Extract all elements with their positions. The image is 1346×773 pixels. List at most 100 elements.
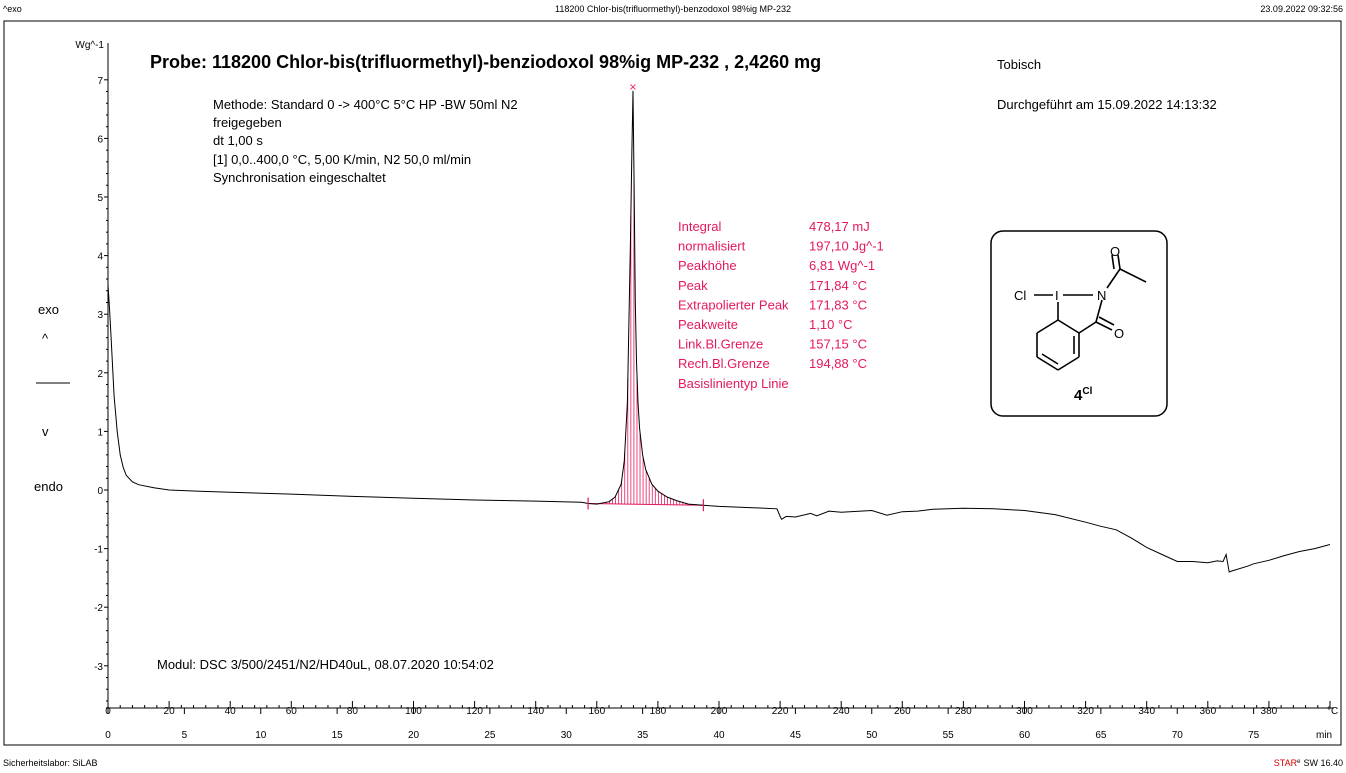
x-temp-tick-label: 140 [527,706,544,717]
structure-box: Cl I N O O 4Cl [990,230,1168,417]
header-left: ^exo [3,4,22,14]
x-time-tick-label: 60 [1019,730,1031,741]
results-table: Integral 478,17 mJ normalisiert 197,10 Jg^… [678,219,884,391]
y-tick-label: -2 [94,603,103,614]
exo-arrow: ^ [42,331,49,346]
result-label: Peakhöhe [678,258,737,273]
x-time-tick-label: 45 [790,730,802,741]
peak-marker: × [629,82,637,93]
footer-left: Sicherheitslabor: SiLAB [3,758,98,768]
performed-date: Durchgeführt am 15.09.2022 14:13:32 [997,97,1217,112]
x-time-tick-label: 40 [713,730,725,741]
x-time-tick-label: 75 [1248,730,1260,741]
x-temp-tick-label: 220 [772,706,789,717]
method-line: dt 1,00 s [213,133,263,148]
y-tick-label: 0 [97,486,103,497]
x-time-tick-label: 5 [182,730,188,741]
footer-version: SW 16.40 [1303,758,1343,768]
y-tick-label: 3 [97,310,103,321]
modul-info: Modul: DSC 3/500/2451/N2/HD40uL, 08.07.2… [157,657,494,672]
method-line: Synchronisation eingeschaltet [213,170,386,185]
structure-atom-n: N [1097,288,1106,303]
x-temp-tick-label: 180 [650,706,667,717]
structure-compound-label: 4Cl [1074,386,1093,404]
y-tick-label: 5 [97,193,103,204]
result-value: 197,10 Jg^-1 [809,239,884,254]
header-center: 118200 Chlor-bis(trifluormethyl)-benzodo… [555,4,791,14]
y-tick-label: 7 [97,76,103,87]
probe-title: Probe: 118200 Chlor-bis(trifluormethyl)-… [150,52,821,72]
result-label: Link.Bl.Grenze [678,337,763,352]
x-time-tick-label: 15 [332,730,344,741]
result-value: 171,84 °C [809,278,867,293]
y-axis-label: Wg^-1 [75,40,104,51]
x-time-tick-label: 35 [637,730,649,741]
operator: Tobisch [997,57,1041,72]
compound-number: 4 [1074,387,1083,404]
method-line: Methode: Standard 0 -> 400°C 5°C HP -BW … [213,97,518,112]
structure-atom-cl: Cl [1014,288,1026,303]
structure-bonds [1034,254,1147,371]
y-tick-label: -1 [94,545,103,556]
x-time-tick-label: 0 [105,730,111,741]
x-time-tick-label: 10 [255,730,267,741]
x-time-tick-label: 20 [408,730,420,741]
result-label: Extrapolierter Peak [678,297,789,312]
footer-right: STARe SW 16.40 [1274,758,1343,768]
endo-arrow: v [42,424,49,439]
exo-label: exo [38,302,59,317]
x-temp-unit: °C [1327,706,1338,717]
result-label: Peak [678,278,708,293]
integral-hatch [606,172,687,505]
plot-frame [3,20,1342,746]
x-temp-tick-label: 360 [1199,706,1216,717]
endo-label: endo [34,479,63,494]
footer-star: STAR [1274,758,1298,768]
baseline-line [588,502,704,506]
method-line: [1] 0,0..400,0 °C, 5,00 K/min, N2 50,0 m… [213,152,471,167]
x-time-tick-label: 30 [561,730,573,741]
x-time-tick-label: 55 [943,730,955,741]
y-tick-label: 1 [97,427,103,438]
baseline-limit-marks [587,497,704,512]
y-ticks: 7 6 5 4 3 2 1 0 -1 -2 -3 [94,76,108,702]
result-value: 157,15 °C [809,337,867,352]
dsc-curve [107,90,1331,573]
x-temp-tick-label: 160 [588,706,605,717]
y-tick-label: 6 [97,134,103,145]
result-value: 194,88 °C [809,356,867,371]
method-line: freigegeben [213,115,282,130]
result-value: 1,10 °C [809,317,853,332]
x-temp-tick-label: 40 [225,706,237,717]
result-label: Integral [678,219,721,234]
x-time-tick-label: 70 [1172,730,1184,741]
result-label: Peakweite [678,317,738,332]
structure-atom-o-top: O [1110,244,1120,259]
x-temp-tick-label: 340 [1138,706,1155,717]
result-value: 171,83 °C [809,297,867,312]
x-temp-tick-label: 380 [1261,706,1278,717]
result-label: Basislinientyp Linie [678,376,789,391]
result-label: Rech.Bl.Grenze [678,356,770,371]
result-value: 6,81 Wg^-1 [809,258,875,273]
x-ticks: 0204060801001201401601802002202402602803… [105,701,1331,741]
x-time-tick-label: 65 [1095,730,1107,741]
footer-registered: e [1297,759,1301,765]
x-time-unit: min [1316,730,1332,741]
x-temp-tick-label: 20 [164,706,176,717]
y-tick-label: 4 [97,252,103,263]
x-time-tick-label: 25 [484,730,496,741]
x-temp-tick-label: 280 [955,706,972,717]
x-temp-tick-label: 260 [894,706,911,717]
x-temp-tick-label: 60 [286,706,298,717]
header-right: 23.09.2022 09:32:56 [1260,4,1343,14]
y-tick-label: -3 [94,662,103,673]
x-time-tick-label: 50 [866,730,878,741]
x-temp-tick-label: 240 [833,706,850,717]
structure-atom-i: I [1055,288,1059,303]
result-value: 478,17 mJ [809,219,870,234]
method-block: Methode: Standard 0 -> 400°C 5°C HP -BW … [213,97,518,185]
structure-atom-o-bottom: O [1114,326,1124,341]
compound-superscript: Cl [1082,386,1092,397]
